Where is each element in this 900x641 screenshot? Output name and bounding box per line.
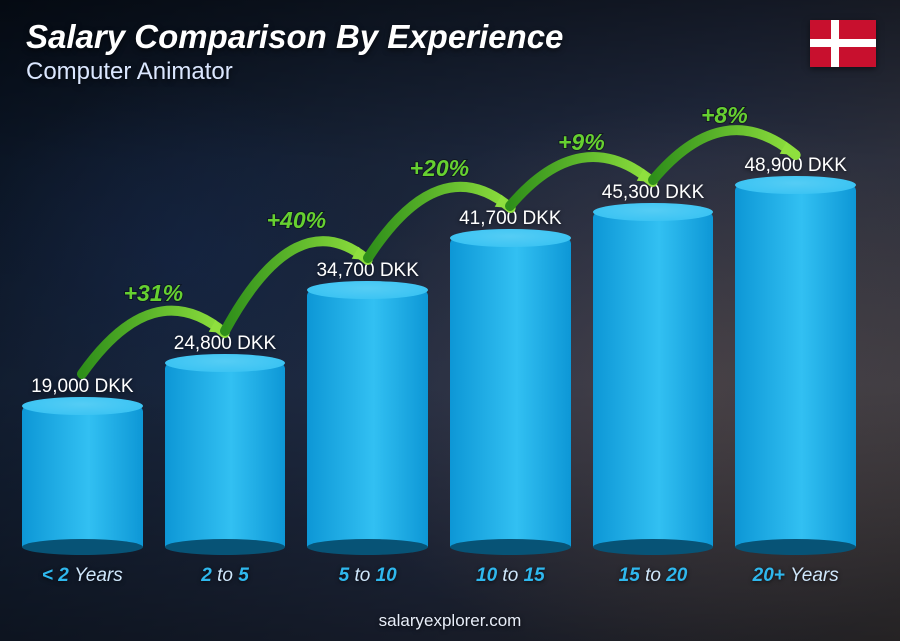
bar-column: 24,800 DKK 2 to 5: [165, 333, 286, 587]
bar-value-label: 24,800 DKK: [174, 333, 276, 355]
bar-column: 41,700 DKK 10 to 15: [450, 208, 571, 587]
bar-column: 34,700 DKK 5 to 10: [307, 260, 428, 587]
bar-value-label: 34,700 DKK: [316, 260, 418, 282]
bar: [593, 212, 714, 547]
bar-category-label: 5 to 10: [339, 565, 397, 587]
bar-value-label: 41,700 DKK: [459, 208, 561, 230]
bar: [450, 238, 571, 547]
bar: [307, 290, 428, 547]
bar: [22, 406, 143, 547]
flag-icon: [810, 20, 876, 67]
bar-column: 48,900 DKK 20+ Years: [735, 155, 856, 587]
bar-column: 45,300 DKK 15 to 20: [593, 182, 714, 587]
salary-bar-chart: 19,000 DKK < 2 Years 24,800 DKK 2 to 5 34,70…: [22, 82, 856, 587]
bar-category-label: < 2 Years: [42, 565, 123, 587]
bar-category-label: 2 to 5: [201, 565, 249, 587]
svg-text:+20%: +20%: [409, 155, 468, 181]
svg-text:+8%: +8%: [701, 102, 748, 128]
bar-category-label: 15 to 20: [619, 565, 688, 587]
svg-text:+9%: +9%: [558, 129, 605, 155]
bar-value-label: 48,900 DKK: [744, 155, 846, 177]
bar: [165, 363, 286, 547]
footer-attribution: salaryexplorer.com: [0, 611, 900, 631]
bar-category-label: 20+ Years: [753, 565, 839, 587]
bar-category-label: 10 to 15: [476, 565, 545, 587]
bar-column: 19,000 DKK < 2 Years: [22, 376, 143, 587]
bar: [735, 185, 856, 547]
bar-value-label: 45,300 DKK: [602, 182, 704, 204]
svg-text:+31%: +31%: [124, 280, 183, 306]
svg-text:+40%: +40%: [267, 207, 326, 233]
page-title: Salary Comparison By Experience: [26, 18, 874, 56]
bar-value-label: 19,000 DKK: [31, 376, 133, 398]
header: Salary Comparison By Experience Computer…: [26, 18, 874, 86]
